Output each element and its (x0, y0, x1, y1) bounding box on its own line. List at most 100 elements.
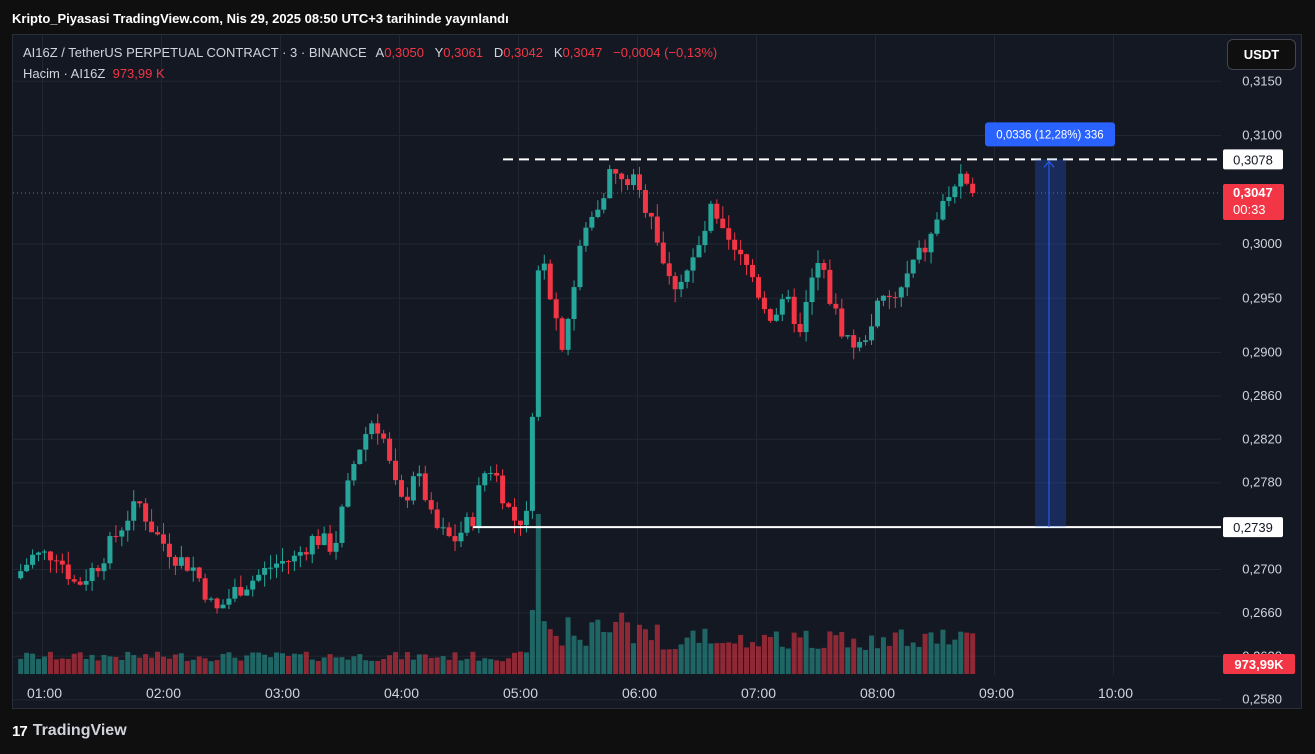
volume-bar (190, 659, 196, 674)
high-value: 0,3061 (443, 45, 484, 60)
candle-body (839, 308, 845, 337)
chart-panel[interactable] (12, 34, 1302, 709)
candle-body (184, 557, 190, 571)
volume-bar (851, 638, 857, 674)
candle-body (964, 173, 970, 184)
candle-body (517, 520, 523, 526)
volume-bar (196, 656, 202, 674)
volume-label[interactable]: Hacim · AI16Z (23, 66, 106, 81)
volume-bar (720, 643, 726, 674)
volume-bar (446, 659, 452, 674)
candle-body (244, 589, 250, 596)
candle-body (761, 297, 767, 310)
candle-body (869, 326, 875, 341)
volume-bar (232, 657, 238, 674)
line-price-tag (1223, 149, 1283, 170)
candle-body (160, 534, 166, 544)
measure-arrowhead-icon (1043, 160, 1055, 168)
volume-bar (303, 651, 309, 674)
candle-body (327, 533, 333, 552)
volume-bar (434, 657, 440, 674)
volume-bar (53, 659, 59, 674)
x-tick-label: 07:00 (741, 685, 776, 701)
volume-bar (220, 653, 226, 674)
candle-body (880, 295, 886, 301)
currency-button[interactable]: USDT (1227, 39, 1296, 70)
candle-body (119, 530, 125, 537)
symbol-title[interactable]: AI16Z / TetherUS PERPETUAL CONTRACT · 3 … (23, 45, 367, 60)
x-tick-label: 06:00 (622, 685, 657, 701)
candle-body (922, 247, 928, 253)
x-tick-label: 10:00 (1098, 685, 1133, 701)
volume-bar (488, 659, 494, 674)
volume-bar (279, 653, 285, 674)
candle-body (726, 228, 732, 240)
volume-bar (500, 661, 506, 674)
candle-body (607, 169, 613, 199)
candle-body (125, 520, 131, 531)
candle-body (279, 561, 285, 564)
volume-bar (166, 658, 172, 674)
candle-body (803, 302, 809, 333)
volume-bar (654, 624, 660, 674)
candle-body (315, 536, 321, 545)
candle-body (422, 473, 428, 501)
candle-body (738, 249, 744, 255)
candle-body (18, 571, 24, 579)
y-tick-label: 0,2820 (1242, 431, 1282, 446)
measure-box (1035, 159, 1066, 528)
candle-body (904, 273, 910, 288)
last-price-label: 0,3047 (1233, 185, 1273, 200)
open-value: 0,3050 (384, 45, 424, 60)
candle-body (71, 579, 77, 582)
change-value: −0,0004 (−0,13%) (613, 45, 718, 60)
candle-body (202, 578, 208, 600)
y-tick-label: 0,2700 (1242, 562, 1282, 577)
x-tick-label: 05:00 (503, 685, 538, 701)
x-tick-label: 08:00 (860, 685, 895, 701)
volume-bar (24, 652, 30, 674)
candle-body (821, 263, 827, 270)
volume-bar (428, 657, 434, 674)
candle-body (916, 247, 922, 260)
volume-bar (690, 630, 696, 674)
volume-bar (184, 660, 190, 674)
volume-bar (547, 629, 553, 674)
y-tick-label: 0,3150 (1242, 73, 1282, 88)
volume-bar (946, 644, 952, 674)
candle-body (77, 581, 83, 585)
volume-bar (535, 514, 541, 674)
volume-bar (440, 656, 446, 674)
volume-bar (178, 653, 184, 674)
candle-body (601, 198, 607, 210)
x-tick-label: 03:00 (265, 685, 300, 701)
candle-body (660, 242, 666, 264)
candle-body (208, 598, 214, 600)
volume-bar (244, 655, 250, 674)
volume-bar (839, 632, 845, 674)
candle-body (809, 277, 815, 303)
candle-body (952, 186, 958, 198)
volume-bar (476, 660, 482, 674)
tradingview-logo[interactable]: 17 TradingView (12, 722, 127, 740)
candle-body (155, 532, 161, 535)
volume-bar (559, 645, 565, 674)
line-price-label: 0,2739 (1233, 520, 1273, 535)
y-tick-label: 0,2780 (1242, 475, 1282, 490)
candle-body (250, 580, 256, 590)
candle-body (940, 200, 946, 220)
volume-bar (410, 659, 416, 674)
candle-body (345, 480, 351, 507)
candle-body (970, 183, 976, 194)
candle-body (47, 551, 53, 561)
volume-bar (791, 632, 797, 674)
candle-body (488, 472, 494, 474)
candle-body (369, 423, 375, 435)
line-price-tag (1223, 517, 1283, 538)
candles (18, 164, 976, 614)
volume-bar (482, 658, 488, 674)
volume-bar (833, 635, 839, 674)
volume-bar (571, 635, 577, 674)
candle-body (387, 438, 393, 461)
